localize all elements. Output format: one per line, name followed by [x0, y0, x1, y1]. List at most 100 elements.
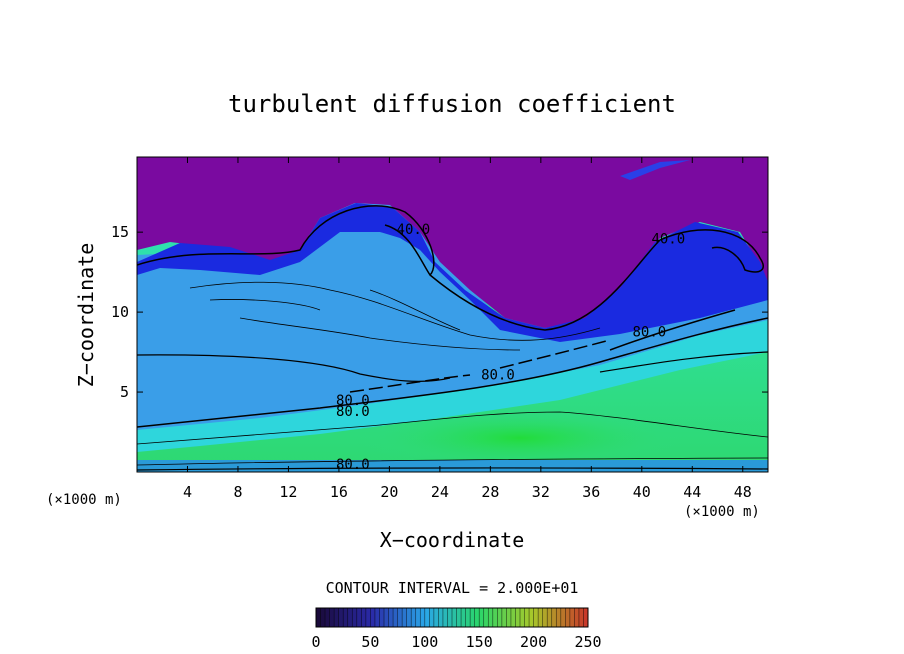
x-tick-label: 8: [233, 483, 242, 501]
colorbar-swatch: [433, 608, 439, 627]
colorbar-swatch: [325, 608, 330, 627]
colorbar-swatch: [574, 608, 580, 627]
x-tick-label: 16: [330, 483, 348, 501]
colorbar-swatch: [343, 608, 349, 627]
field-top-filament: [620, 160, 690, 180]
contour-line: [137, 317, 768, 428]
contour-lines: [137, 205, 768, 471]
contour-interval-text: CONTOUR INTERVAL = 2.000E+01: [326, 579, 579, 597]
colorbar-swatch: [388, 608, 394, 627]
y-tick-label: 5: [120, 383, 129, 401]
y-tick-label: 15: [111, 223, 129, 241]
contour-line: [609, 309, 736, 351]
colorbar-swatch: [334, 608, 339, 627]
colorbar-swatch: [447, 608, 453, 627]
field-bottom-band: [137, 460, 768, 472]
colorbar-swatch: [356, 608, 362, 627]
colorbar-swatch: [316, 608, 321, 627]
colorbar-swatch: [320, 608, 326, 627]
heatmap-field: [137, 157, 768, 472]
field-cyan-band: [137, 305, 768, 452]
colorbar-swatch: [347, 608, 353, 627]
colorbar-tick-label: 0: [311, 633, 320, 651]
x-tick-label: 4: [183, 483, 192, 501]
colorbar-tick-label: 100: [411, 633, 438, 651]
colorbar-swatch: [456, 608, 462, 627]
x-tick-label: 40: [633, 483, 651, 501]
colorbar: 0 50 100 150 200 250: [311, 607, 602, 651]
colorbar-swatch: [497, 608, 503, 627]
colorbar-swatch: [415, 608, 421, 627]
colorbar-swatch: [424, 608, 430, 627]
contour-label: 40.0: [397, 222, 431, 238]
x-tick-label: 24: [431, 483, 449, 501]
colorbar-swatch: [556, 608, 562, 627]
colorbar-swatch: [365, 608, 371, 627]
colorbar-swatch: [397, 608, 403, 627]
field-top-layer: [137, 157, 768, 328]
colorbar-swatch: [370, 608, 376, 627]
colorbar-swatch: [329, 608, 335, 627]
colorbar-swatch: [506, 608, 512, 627]
colorbar-swatch: [420, 608, 426, 627]
colorbar-swatch: [429, 608, 435, 627]
colorbar-frame: [315, 607, 589, 628]
colorbar-swatch: [479, 608, 485, 627]
contour-label: 80.0: [481, 367, 515, 383]
contour-line: [349, 339, 611, 393]
colorbar-swatch: [470, 608, 475, 627]
colorbar-swatch: [578, 608, 584, 627]
colorbar-swatch: [474, 608, 480, 627]
x-unit-label: (×1000 m): [684, 504, 760, 520]
x-tick-label: 36: [582, 483, 600, 501]
contour-label: 80.0: [336, 404, 370, 420]
colorbar-swatch: [565, 608, 571, 627]
colorbar-swatch: [524, 608, 530, 627]
colorbar-swatch: [461, 608, 466, 627]
colorbar-swatch: [384, 608, 389, 627]
colorbar-swatch: [379, 608, 385, 627]
x-axis-label: X−coordinate: [380, 528, 525, 552]
colorbar-swatch: [533, 608, 539, 627]
colorbar-swatch: [393, 608, 398, 627]
contour-label: 80.0: [336, 393, 370, 409]
x-tick-label: 28: [481, 483, 499, 501]
x-tick-label: 32: [532, 483, 550, 501]
colorbar-tick-label: 250: [574, 633, 601, 651]
colorbar-swatch: [542, 608, 548, 627]
x-tick-label: 44: [683, 483, 701, 501]
colorbar-swatch: [501, 608, 507, 627]
colorbar-swatch: [452, 608, 457, 627]
colorbar-swatch: [411, 608, 417, 627]
contour-labels: 40.040.080.080.080.080.080.0: [336, 222, 685, 473]
x-tick-label: 12: [279, 483, 297, 501]
colorbar-swatch: [483, 608, 489, 627]
contour-line: [189, 281, 601, 341]
contour-line: [137, 467, 768, 471]
contour-label: 40.0: [651, 232, 685, 248]
x-tick-label: 20: [380, 483, 398, 501]
field-shear-layer: [137, 203, 768, 342]
colorbar-tick-label: 200: [520, 633, 547, 651]
colorbar-swatch: [538, 608, 543, 627]
colorbar-swatch: [529, 608, 534, 627]
colorbar-swatch: [352, 608, 358, 627]
colorbar-swatch: [488, 608, 494, 627]
colorbar-swatch: [402, 608, 407, 627]
colorbar-swatch: [338, 608, 344, 627]
colorbar-swatch: [569, 608, 575, 627]
colorbar-swatch: [551, 608, 557, 627]
plot-frame: [136, 156, 769, 473]
contour-label: 80.0: [336, 457, 370, 473]
colorbar-swatch: [547, 608, 553, 627]
field-core-maximum: [360, 408, 680, 468]
y-unit-label: (×1000 m): [46, 492, 122, 508]
colorbar-swatch: [374, 608, 380, 627]
colorbar-swatch: [492, 608, 498, 627]
colorbar-swatch: [406, 608, 412, 627]
y-tick-label: 10: [111, 303, 129, 321]
chart-title: turbulent diffusion coefficient: [228, 90, 676, 118]
colorbar-swatch: [465, 608, 471, 627]
